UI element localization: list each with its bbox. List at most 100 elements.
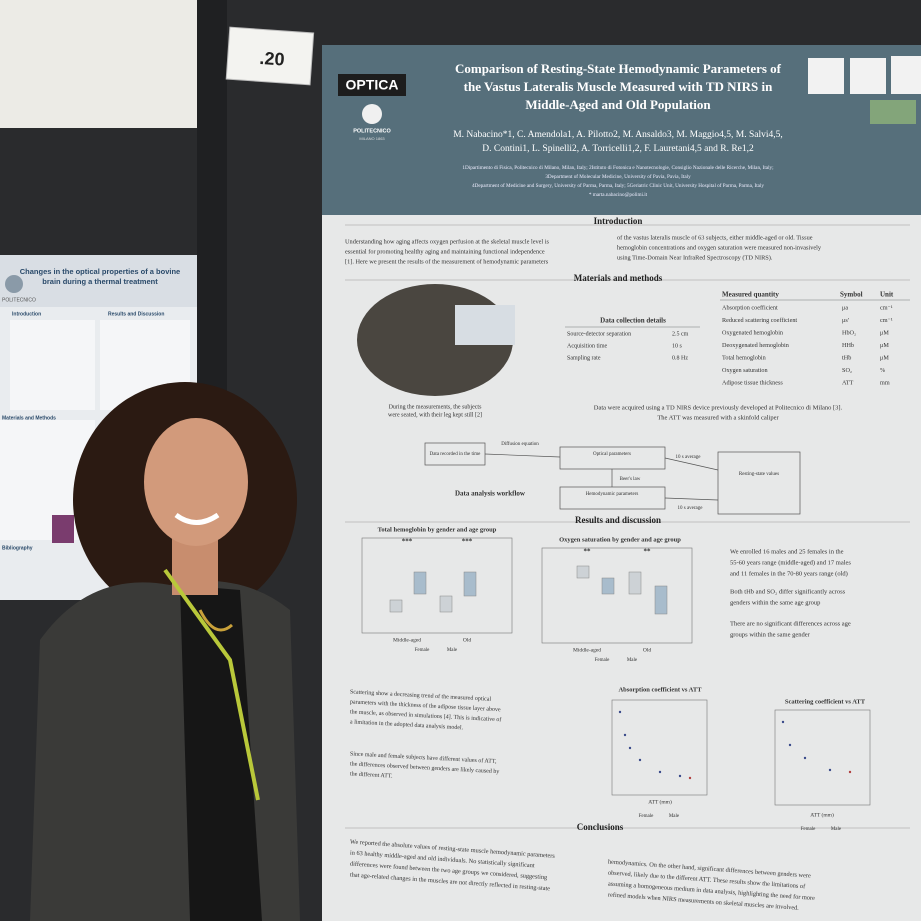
- point: [638, 758, 642, 762]
- photo-laptop: [455, 305, 515, 345]
- result-bullet: Both tHb and SO₂ differ significantly ac…: [730, 588, 846, 595]
- scatter-frame: [774, 709, 871, 806]
- table-header: Measured quantity: [722, 291, 779, 299]
- table-cell: μM: [880, 354, 889, 361]
- table-cell: HHb: [842, 342, 854, 349]
- significance: ***: [402, 538, 413, 546]
- box: [439, 595, 453, 613]
- table-cell: SO₂: [842, 367, 852, 374]
- left-poster-heading: Bibliography: [2, 545, 33, 551]
- shirt: [180, 585, 262, 921]
- box: [463, 571, 477, 597]
- workflow-text: Hemodynamic parameters: [586, 492, 639, 497]
- workflow-diagram: [424, 442, 801, 515]
- left-poster-block: [10, 320, 95, 410]
- point: [688, 776, 692, 780]
- significance: **: [584, 548, 592, 556]
- left-poster-heading: Materials and Methods: [2, 415, 56, 421]
- legend-label: Female: [595, 658, 610, 663]
- affiliation: * marta.nabacino@polimi.it: [589, 192, 648, 198]
- tag-card-bg: [225, 26, 315, 86]
- box: [413, 571, 427, 595]
- result-bullet: the different ATT.: [350, 770, 393, 779]
- tag-number: .20: [259, 48, 285, 70]
- workflow-text: 10 s average: [676, 455, 702, 460]
- result-bullet: groups within the same gender: [730, 631, 811, 638]
- left-poster-logo: POLITECNICO: [2, 297, 36, 303]
- intro-text: Understanding how aging affects oxygen p…: [345, 238, 550, 245]
- optica-logo: OPTICA: [346, 77, 399, 93]
- blazer: [30, 580, 300, 921]
- workflow-arrow: [484, 453, 561, 458]
- table-cell: mm: [880, 379, 890, 386]
- table-title: Data collection details: [600, 317, 666, 325]
- table-cell: μM: [880, 329, 889, 336]
- legend-label: Male: [627, 658, 638, 663]
- legend-label: Female: [801, 827, 816, 832]
- workflow-text: Data recorded in the time: [430, 452, 482, 457]
- box: [601, 577, 615, 595]
- result-bullet: a limitation in the adopted data analysi…: [350, 719, 464, 731]
- left-poster-title: brain during a thermal treatment: [42, 277, 158, 286]
- result-bullet: and 11 females in the 70-80 years range …: [730, 570, 848, 577]
- polimi-logo: [362, 104, 382, 124]
- tag-card: [225, 26, 315, 86]
- boxplot-frame: [541, 547, 693, 644]
- photo-caption: were seated, with their leg kept still […: [388, 412, 482, 418]
- box: [576, 565, 590, 579]
- workflow-text: Resting-state values: [739, 472, 779, 477]
- point: [678, 774, 682, 778]
- table-cell: Sampling rate: [567, 355, 601, 361]
- section-heading: Materials and methods: [574, 273, 663, 283]
- section-heading: Results and discussion: [575, 515, 661, 525]
- institution: POLITECNICO: [353, 128, 391, 134]
- group-label: Middle-aged: [393, 637, 421, 643]
- intro-text: essential for promoting healthy aging an…: [345, 248, 545, 255]
- table-header: Unit: [880, 291, 894, 299]
- table-cell: μM: [880, 342, 889, 349]
- necklace: [198, 609, 233, 632]
- scatter-points: [618, 710, 852, 780]
- logo-pavia: [850, 58, 886, 94]
- left-poster-heading: Introduction: [12, 311, 41, 317]
- table-cell: 10 s: [672, 343, 683, 349]
- smile: [174, 512, 220, 525]
- table-cell: Adipose tissue thickness: [722, 379, 783, 386]
- box: [389, 599, 403, 613]
- workflow-arrow: [664, 457, 719, 471]
- box: [628, 571, 642, 595]
- section-heading: Introduction: [594, 216, 643, 226]
- group-label: Middle-aged: [573, 647, 601, 653]
- point: [788, 743, 792, 747]
- boxes: [389, 565, 668, 615]
- table-cell: tHb: [842, 354, 851, 361]
- scatter-frame: [611, 699, 708, 796]
- point: [828, 768, 832, 772]
- person: [30, 382, 300, 921]
- table-cell: Oxygen saturation: [722, 367, 768, 374]
- table-cell: Oxygenated hemoglobin: [722, 329, 783, 336]
- legend-label: Female: [415, 648, 430, 653]
- group-label: Old: [643, 647, 652, 653]
- logo-graphic: [870, 100, 916, 124]
- legend-label: Male: [447, 648, 458, 653]
- workflow-arrow: [664, 497, 719, 501]
- legend-label: Female: [639, 814, 654, 819]
- chart-frames: [361, 537, 871, 806]
- poster-title: Middle-Aged and Old Population: [525, 97, 711, 112]
- poster-title: the Vastus Lateralis Muscle Measured wit…: [464, 79, 773, 94]
- left-poster-heading: Results and Discussion: [108, 311, 164, 317]
- section-heading: Conclusions: [577, 822, 624, 832]
- result-bullet: genders within the same age group: [730, 599, 820, 606]
- table-cell: Source-detector separation: [567, 331, 631, 337]
- table-cell: Acquisition time: [567, 343, 608, 349]
- table-cell: 0.8 Hz: [672, 355, 688, 361]
- point: [803, 756, 807, 760]
- workflow-text: 10 s average: [678, 506, 704, 511]
- legend-label: Male: [831, 827, 842, 832]
- result-bullet: There are no significant differences acr…: [730, 620, 851, 627]
- workflow-box: [717, 451, 801, 515]
- chart-title: Scattering coefficient vs ATT: [785, 698, 866, 705]
- chart-title: Oxygen saturation by gender and age grou…: [559, 536, 681, 543]
